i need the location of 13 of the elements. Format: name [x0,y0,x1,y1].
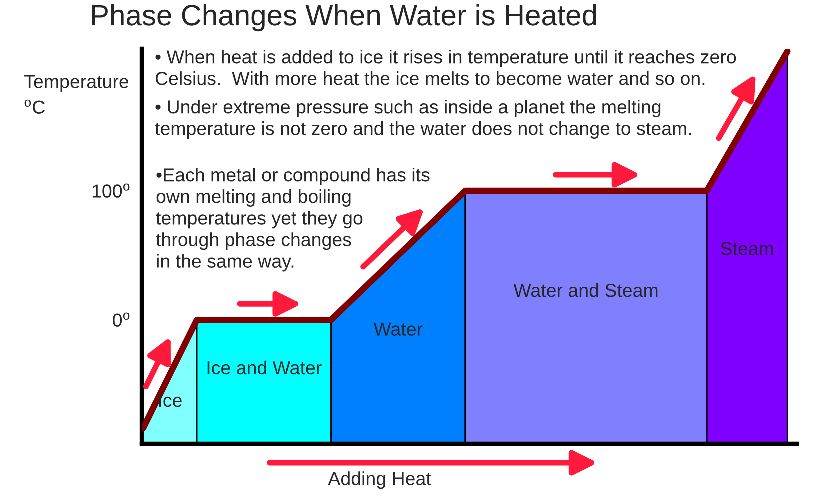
annotation: • Under extreme pressure such as inside a planet the melting temperature is not zero and the water does not change to steam. [155,100,692,140]
annotation: Steam [721,242,774,256]
annotation: •Each metal or compound has its own melting and boiling temperatures yet they go through phase changes in the same way. [156,168,430,272]
annotation: Water and Steam [514,283,658,298]
chart-title: Phase Changes When Water is Heated [92,4,596,32]
y-tick-label: 100$^{o}$ [92,184,130,198]
annotation: Water [374,322,423,336]
annotation: Ice and Water [208,360,322,375]
annotation: • When heat is added to ice it rises in temperature until it reaches zero Celsius. With more heat the ice melts to become water and so on. [156,50,736,86]
annotation: Ice [159,394,182,408]
x-axis-title: Adding Heat [328,472,432,490]
y-axis-title: Temperature $^{o}$C [24,75,129,114]
y-tick-label: 0$^{o}$ [113,312,130,327]
